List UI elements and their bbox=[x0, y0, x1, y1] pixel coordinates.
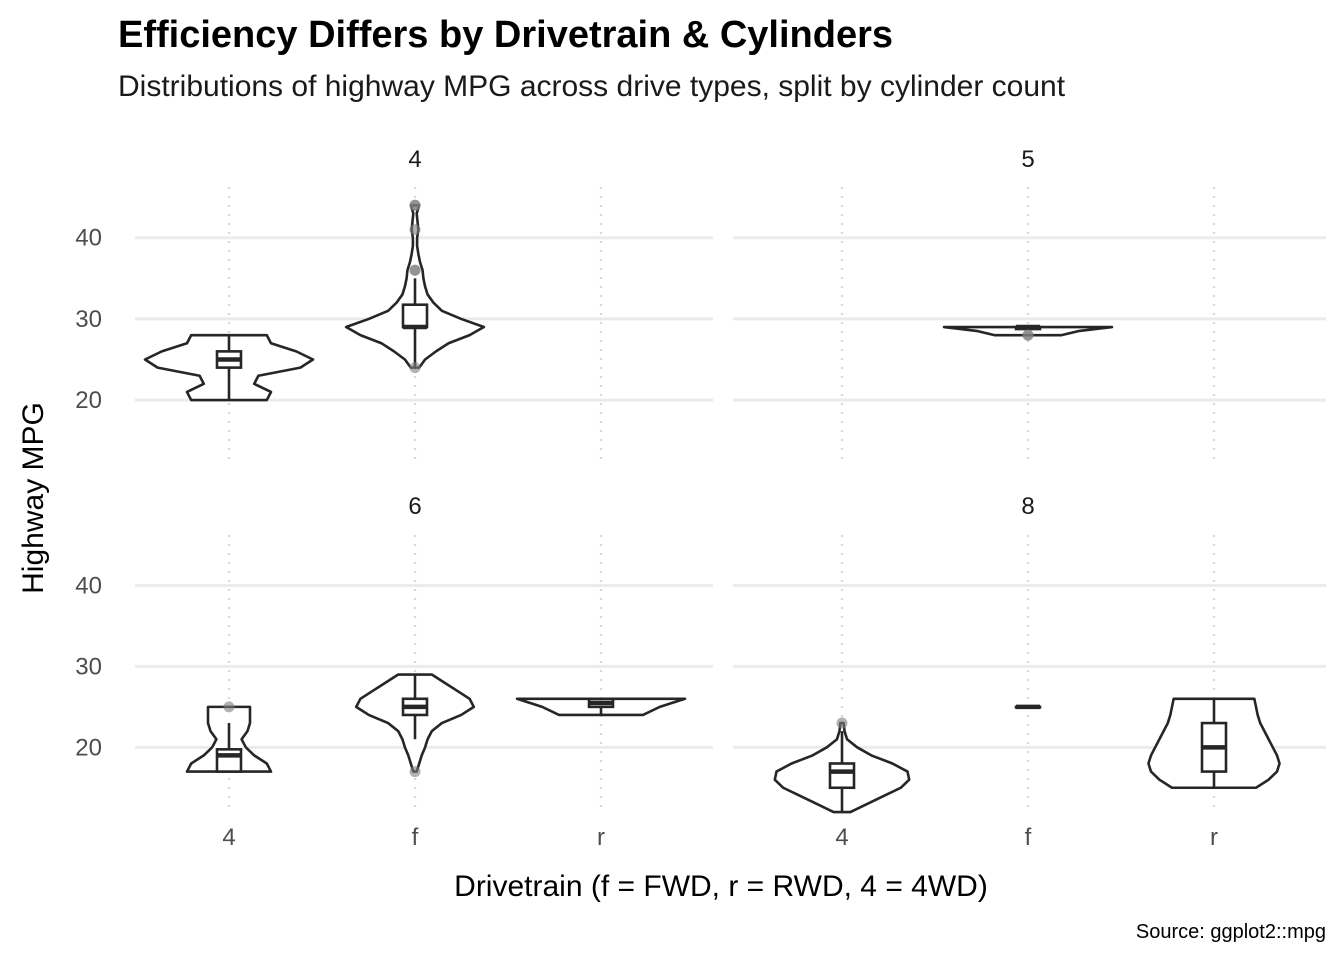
y-axis-label: Highway MPG bbox=[17, 402, 50, 594]
y-tick-label: 30 bbox=[75, 653, 102, 680]
chart-caption: Source: ggplot2::mpg bbox=[1136, 921, 1326, 943]
facet-strip-label: 6 bbox=[408, 493, 421, 520]
outlier-point bbox=[409, 264, 421, 276]
violin-group-r bbox=[1147, 697, 1281, 790]
facet-panel-8: 8 4 f r bbox=[733, 493, 1326, 851]
violin-group-f bbox=[942, 324, 1114, 341]
iqr-box bbox=[401, 303, 429, 329]
violin-group-r bbox=[515, 697, 687, 717]
y-tick-label: 40 bbox=[75, 573, 102, 600]
chart-title: Efficiency Differs by Drivetrain & Cylin… bbox=[118, 14, 893, 56]
chart-subtitle: Distributions of highway MPG across driv… bbox=[118, 70, 1066, 103]
outlier-point bbox=[1022, 329, 1034, 341]
facet-strip-label: 8 bbox=[1021, 493, 1034, 520]
violin-group-f bbox=[354, 673, 476, 778]
outlier-point bbox=[409, 766, 421, 778]
y-tick-label: 30 bbox=[75, 306, 102, 333]
x-tick-label: 4 bbox=[835, 824, 848, 851]
iqr-box bbox=[828, 762, 856, 790]
x-axis-label: Drivetrain (f = FWD, r = RWD, 4 = 4WD) bbox=[454, 870, 988, 903]
y-tick-label: 20 bbox=[75, 734, 102, 761]
outlier-point bbox=[409, 362, 421, 374]
violin-group-f bbox=[344, 199, 486, 374]
facet-strip-label: 4 bbox=[408, 146, 421, 173]
facet-panel-6: 6 20 30 40 4 f r bbox=[75, 493, 713, 851]
facet-panel-5: 5 bbox=[733, 146, 1326, 463]
violin-group-f bbox=[1014, 704, 1042, 710]
x-tick-label: r bbox=[1210, 824, 1218, 851]
outlier-point bbox=[223, 701, 235, 713]
facet-strip-label: 5 bbox=[1021, 146, 1034, 173]
y-tick-label: 20 bbox=[75, 387, 102, 414]
iqr-box bbox=[215, 748, 243, 773]
plot-area: 4 20 30 40 5 6 20 30 40 4 f r 8 4 f r bbox=[75, 146, 1326, 851]
facet-panel-4: 4 20 30 40 bbox=[75, 146, 713, 463]
x-tick-label: f bbox=[1025, 824, 1032, 851]
violin-group-4 bbox=[185, 701, 273, 773]
y-tick-label: 40 bbox=[75, 225, 102, 252]
x-tick-label: r bbox=[597, 824, 605, 851]
outlier-point bbox=[409, 199, 421, 211]
violin-group-4 bbox=[773, 717, 911, 814]
x-tick-label: f bbox=[412, 824, 419, 851]
x-tick-label: 4 bbox=[222, 824, 235, 851]
outlier-point bbox=[836, 717, 848, 729]
violin-group-4 bbox=[143, 333, 315, 402]
outlier-point bbox=[409, 224, 421, 236]
